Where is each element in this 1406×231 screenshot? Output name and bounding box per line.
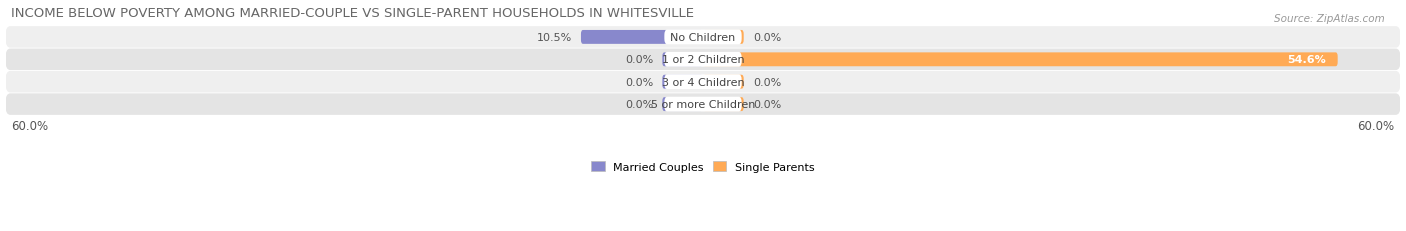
Text: 1 or 2 Children: 1 or 2 Children xyxy=(662,55,744,65)
Text: 0.0%: 0.0% xyxy=(624,55,652,65)
FancyBboxPatch shape xyxy=(665,75,741,90)
FancyBboxPatch shape xyxy=(703,53,1337,67)
Text: 0.0%: 0.0% xyxy=(754,77,782,87)
Text: 10.5%: 10.5% xyxy=(537,33,572,43)
FancyBboxPatch shape xyxy=(662,98,703,112)
Text: 5 or more Children: 5 or more Children xyxy=(651,100,755,110)
Text: 54.6%: 54.6% xyxy=(1288,55,1326,65)
FancyBboxPatch shape xyxy=(665,30,741,45)
Text: 0.0%: 0.0% xyxy=(754,100,782,110)
FancyBboxPatch shape xyxy=(703,76,744,89)
FancyBboxPatch shape xyxy=(6,27,1400,49)
Text: Source: ZipAtlas.com: Source: ZipAtlas.com xyxy=(1274,14,1385,24)
Text: 0.0%: 0.0% xyxy=(754,33,782,43)
Text: 60.0%: 60.0% xyxy=(11,120,48,133)
Text: 0.0%: 0.0% xyxy=(624,77,652,87)
FancyBboxPatch shape xyxy=(703,98,744,112)
Legend: Married Couples, Single Parents: Married Couples, Single Parents xyxy=(586,157,820,176)
FancyBboxPatch shape xyxy=(703,31,744,45)
FancyBboxPatch shape xyxy=(662,76,703,89)
FancyBboxPatch shape xyxy=(665,97,741,112)
FancyBboxPatch shape xyxy=(6,94,1400,115)
FancyBboxPatch shape xyxy=(6,72,1400,93)
FancyBboxPatch shape xyxy=(581,31,703,45)
Text: 0.0%: 0.0% xyxy=(624,100,652,110)
Text: INCOME BELOW POVERTY AMONG MARRIED-COUPLE VS SINGLE-PARENT HOUSEHOLDS IN WHITESV: INCOME BELOW POVERTY AMONG MARRIED-COUPL… xyxy=(11,7,695,20)
Text: 3 or 4 Children: 3 or 4 Children xyxy=(662,77,744,87)
FancyBboxPatch shape xyxy=(6,49,1400,71)
FancyBboxPatch shape xyxy=(662,53,703,67)
Text: No Children: No Children xyxy=(671,33,735,43)
Text: 60.0%: 60.0% xyxy=(1358,120,1395,133)
FancyBboxPatch shape xyxy=(665,53,741,67)
